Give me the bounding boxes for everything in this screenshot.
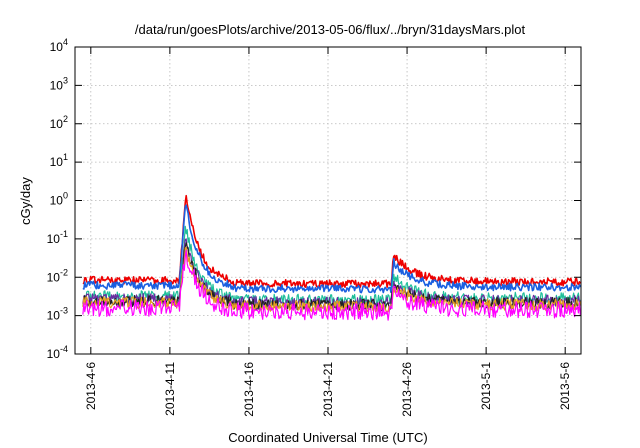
y-tick-label: 102	[50, 114, 68, 131]
series-line	[82, 249, 581, 321]
x-tick-label: 2013-5-6	[558, 362, 572, 410]
y-tick-label: 100	[50, 191, 68, 208]
y-tick-label: 104	[50, 37, 68, 54]
x-tick-label: 2013-4-6	[84, 362, 98, 410]
x-tick-label: 2013-4-26	[400, 362, 414, 417]
series-line	[82, 194, 582, 289]
x-axis-label: Coordinated Universal Time (UTC)	[228, 430, 427, 445]
y-tick-label: 101	[50, 152, 68, 169]
grid	[75, 47, 581, 354]
y-tick-label: 10-2	[47, 267, 68, 284]
y-tick-label: 103	[50, 75, 68, 92]
x-tick-labels: 2013-4-6 2013-4-11 2013-4-16 2013-4-21 2013-…	[84, 362, 572, 417]
chart-title: /data/run/goesPlots/archive/2013-05-06/f…	[135, 22, 526, 37]
y-axis-label: cGy/day	[18, 177, 33, 225]
x-tick-label: 2013-5-1	[479, 362, 493, 410]
series-line	[82, 204, 582, 294]
x-tick-label: 2013-4-21	[321, 362, 335, 417]
ticks	[75, 46, 581, 355]
y-tick-label: 10-1	[47, 229, 68, 246]
series-line	[82, 225, 581, 307]
x-tick-label: 2013-4-11	[163, 362, 177, 416]
y-tick-label: 10-3	[47, 306, 68, 323]
series-layer	[82, 194, 582, 321]
x-tick-label: 2013-4-16	[242, 362, 256, 417]
y-tick-label: 10-4	[47, 344, 68, 361]
y-tick-labels: 10-4 10-3 10-2 10-1 100 101 102 103 104	[47, 37, 68, 361]
